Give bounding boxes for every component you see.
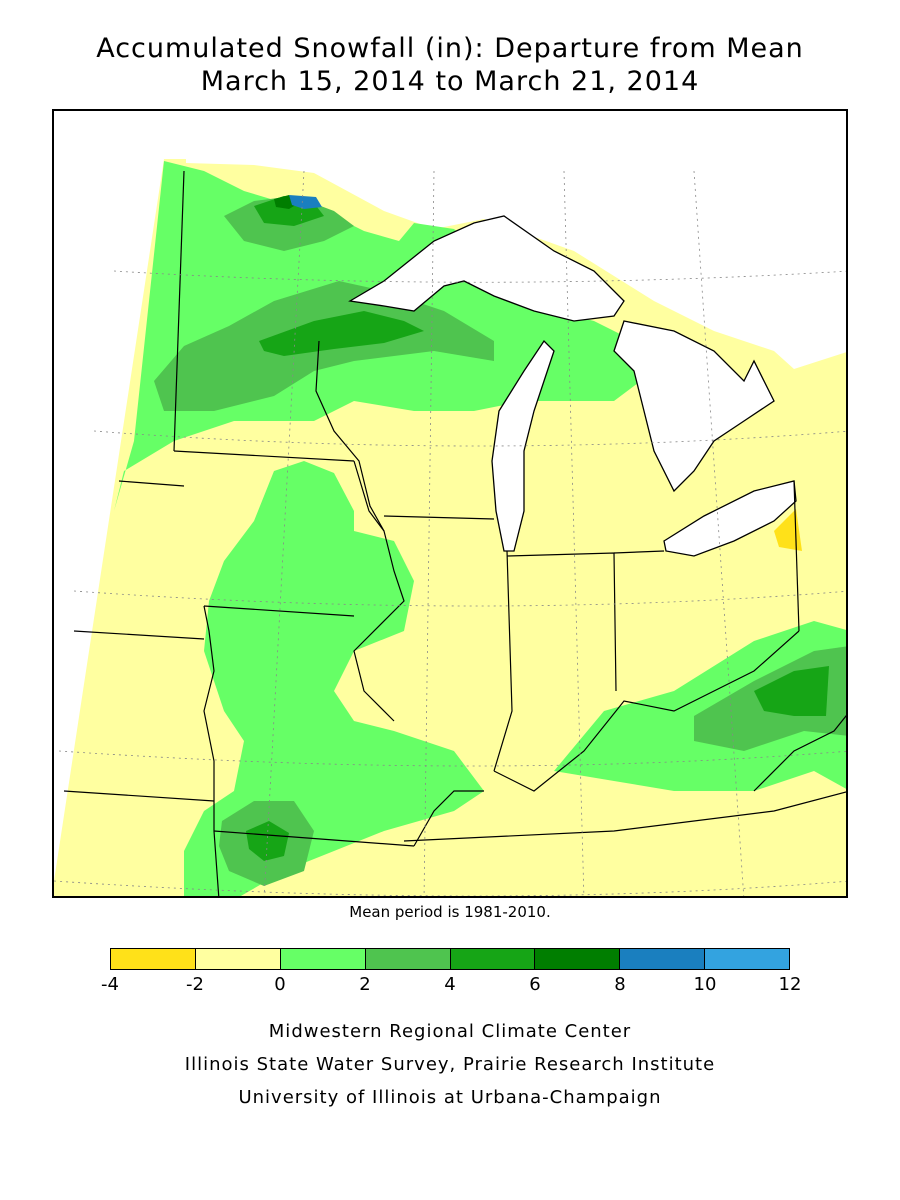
graticule-line: [263, 170, 305, 896]
legend-swatch: [195, 949, 281, 969]
legend-tick-label: 6: [529, 974, 541, 995]
zone-8-10-arrowhead: [289, 195, 322, 209]
canada-area: [186, 111, 846, 369]
legend-tick-label: 2: [359, 974, 371, 995]
border-ia-mo: [203, 605, 355, 617]
lake-superior: [348, 215, 625, 322]
border-ohio-river: [493, 630, 800, 792]
map-canvas: [54, 111, 846, 896]
legend-swatch: [620, 949, 706, 969]
border-mississippi-south: [413, 790, 484, 847]
zone-0-2-ohio-valley: [554, 621, 846, 791]
border-ia-il: [353, 460, 405, 722]
border-ne-ks: [73, 630, 205, 640]
legend-tick-label: -2: [186, 974, 204, 995]
border-dakotas: [173, 170, 185, 452]
legend-swatch: [280, 949, 366, 969]
legend-tick-label: 10: [693, 974, 717, 995]
border-mn-ia: [173, 450, 355, 462]
zone-4-6-north: [259, 311, 424, 356]
border-sd-ne: [118, 480, 185, 487]
legend-swatch: [111, 949, 196, 969]
credit-line-3: University of Illinois at Urbana-Champai…: [238, 1087, 662, 1108]
border-mo-ar: [213, 830, 415, 847]
graticule-line: [113, 270, 846, 283]
border-mn-wi: [315, 340, 385, 532]
border-va-wv: [753, 715, 846, 792]
graticule-line: [54, 880, 846, 896]
graticule: [54, 170, 846, 896]
graticule-line: [58, 750, 846, 767]
great-lakes: [348, 215, 797, 557]
border-il-in: [493, 550, 513, 772]
zone-4-6-southwest: [246, 821, 289, 861]
lake-erie: [663, 480, 797, 557]
credit-line-2: Illinois State Water Survey, Prairie Res…: [184, 1054, 716, 1075]
snow-departure-zones: [114, 161, 846, 896]
state-borders: [63, 170, 846, 896]
map-title-line-1: Accumulated Snowfall (in): Departure fro…: [96, 33, 804, 64]
border-ky-tn: [403, 791, 846, 842]
legend-swatch: [705, 949, 789, 969]
legend-tick-label: 12: [778, 974, 802, 995]
credit-line-1: Midwestern Regional Climate Center: [268, 1021, 632, 1042]
lake-huron: [613, 320, 775, 493]
legend-tick-label: -4: [101, 974, 119, 995]
graticule-line: [563, 170, 585, 896]
legend-tick-label: 0: [274, 974, 286, 995]
border-oh-pa: [793, 480, 800, 632]
graticule-line: [423, 170, 435, 896]
border-mo-west: [203, 605, 220, 896]
legend-swatch: [535, 949, 621, 969]
border-wi-il: [383, 515, 495, 520]
zone-4-6-ohio-valley: [754, 666, 829, 716]
map-title-line-2: March 15, 2014 to March 21, 2014: [200, 66, 700, 97]
snowfall-departure-map: [52, 109, 848, 898]
legend-tick-label: 8: [614, 974, 626, 995]
border-ks-ok: [63, 790, 215, 802]
legend-color-bar: [110, 948, 790, 970]
legend-swatch: [450, 949, 536, 969]
lake-michigan: [491, 339, 555, 552]
mean-period-note: Mean period is 1981-2010.: [349, 903, 551, 921]
graticule-line: [693, 170, 745, 896]
zone-0-2-central: [184, 461, 484, 896]
legend-tick-labels: -4 -2 0 2 4 6 8 10 12: [0, 974, 900, 1000]
legend-tick-label: 4: [444, 974, 456, 995]
legend-swatch: [365, 949, 451, 969]
border-mi-oh: [613, 550, 665, 554]
